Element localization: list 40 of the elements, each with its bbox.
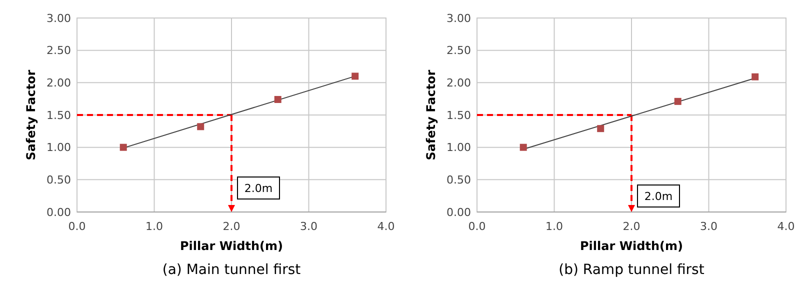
point <box>274 96 282 103</box>
y-tick-label: 2.00 <box>446 76 471 90</box>
point <box>674 98 682 105</box>
y-axis-title: Safety Factor <box>424 70 438 160</box>
y-tick-label: 1.00 <box>446 141 471 154</box>
x-axis-title: Pillar Width(m) <box>180 239 284 253</box>
x-tick-label: 0.0 <box>468 220 486 233</box>
point <box>597 125 604 132</box>
y-tick-label: 2.50 <box>446 44 471 58</box>
point <box>197 123 204 130</box>
x-tick-label: 2.0 <box>222 220 240 233</box>
point <box>520 144 527 151</box>
y-tick-label: 0.50 <box>46 174 71 187</box>
x-tick-label: 3.0 <box>300 220 318 233</box>
x-tick-label: 2.0 <box>622 220 640 233</box>
x-tick-label: 4.0 <box>377 220 395 233</box>
y-tick-label: 3.00 <box>446 12 471 25</box>
y-tick-label: 2.00 <box>46 76 71 90</box>
point <box>352 72 359 80</box>
point <box>752 73 759 80</box>
point <box>120 144 127 151</box>
x-axis-title: Pillar Width(m) <box>580 239 684 253</box>
x-tick-label: 1.0 <box>146 220 163 233</box>
y-tick-label: 3.00 <box>46 12 71 25</box>
y-tick-label: 1.50 <box>446 108 471 122</box>
x-tick-label: 1.0 <box>546 220 563 233</box>
annotation: 2.0m <box>644 190 673 203</box>
y-tick-label: 1.50 <box>46 108 71 122</box>
y-tick-label: 1.00 <box>46 141 71 154</box>
y-tick-label: 0.00 <box>446 206 471 219</box>
y-tick-label: 0.50 <box>446 174 471 187</box>
x-tick-label: 3.0 <box>700 220 718 233</box>
x-tick-label: 0.0 <box>68 220 86 233</box>
annotation: 2.0m <box>244 182 273 195</box>
x-tick-label: 4.0 <box>777 220 795 233</box>
y-tick-label: 0.00 <box>46 206 71 219</box>
y-axis-title: Safety Factor <box>24 70 38 160</box>
text: (a) Main tunnel first <box>162 262 302 278</box>
text: (b) Ramp tunnel first <box>558 262 705 278</box>
y-tick-label: 2.50 <box>46 44 71 58</box>
